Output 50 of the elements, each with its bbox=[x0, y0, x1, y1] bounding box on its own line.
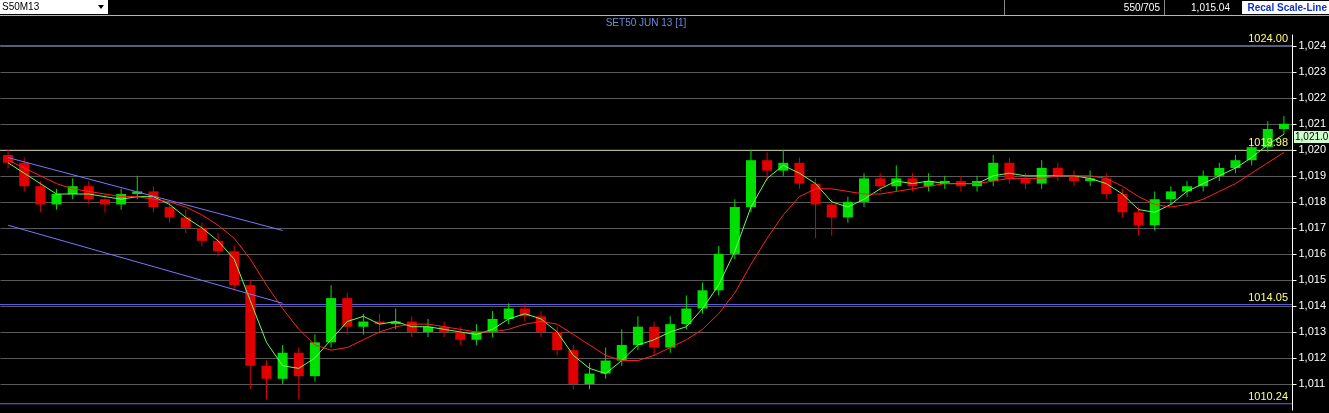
y-tick-label: 1,011 bbox=[1298, 377, 1326, 390]
candlestick bbox=[99, 193, 110, 213]
candlestick bbox=[51, 188, 62, 211]
candlestick bbox=[293, 347, 304, 401]
y-tick-label: 1,018 bbox=[1298, 195, 1327, 208]
candlestick bbox=[1278, 115, 1289, 135]
text: Recal Scale-Line bbox=[1241, 1, 1329, 14]
ref-line-label: 1024.00 bbox=[1248, 31, 1288, 44]
chart-title: SET50 JUN 13 [1] bbox=[605, 16, 687, 28]
y-tick-label: 1,019 bbox=[1298, 169, 1327, 182]
candlestick bbox=[697, 282, 708, 315]
candlestick bbox=[1165, 185, 1176, 205]
ref-line-label: 1014.05 bbox=[1248, 290, 1288, 303]
candlestick bbox=[681, 295, 692, 330]
text: 550/705 bbox=[1004, 0, 1164, 15]
candlestick bbox=[649, 321, 660, 356]
y-tick-label: 1,017 bbox=[1298, 221, 1327, 234]
candlestick bbox=[875, 172, 886, 192]
y-tick-label: 1,015 bbox=[1298, 273, 1327, 286]
candlestick bbox=[1230, 154, 1241, 174]
candlestick bbox=[1117, 188, 1128, 218]
candlestick bbox=[180, 209, 191, 234]
candlestick bbox=[196, 222, 207, 247]
y-tick-label: 1,012 bbox=[1298, 351, 1327, 364]
y-tick-label: 1,020 bbox=[1298, 143, 1327, 156]
candlestick bbox=[552, 326, 563, 356]
text: 1,015.04 bbox=[1164, 0, 1234, 15]
y-tick-label: 1,014 bbox=[1298, 299, 1327, 312]
candlestick bbox=[762, 151, 773, 182]
y-tick-label: 1,016 bbox=[1298, 247, 1327, 260]
candlestick bbox=[1214, 162, 1225, 182]
candlestick bbox=[164, 201, 175, 224]
y-tick-label: 1,013 bbox=[1298, 325, 1327, 338]
y-tick-label: 1,024 bbox=[1298, 39, 1327, 52]
y-tick-label: 1,023 bbox=[1298, 65, 1327, 78]
text: S50M13 bbox=[0, 0, 108, 14]
ref-line-label: 1010.24 bbox=[1248, 389, 1288, 402]
candlestick bbox=[665, 315, 676, 354]
candlestick bbox=[584, 362, 595, 390]
y-tick-label: 1,021 bbox=[1298, 117, 1327, 130]
candlestick bbox=[35, 180, 46, 213]
text: 1,021.0 bbox=[1294, 130, 1329, 143]
candlestick bbox=[1133, 206, 1144, 237]
candlestick bbox=[794, 157, 805, 190]
candlestick bbox=[826, 198, 837, 237]
candlestick bbox=[455, 326, 466, 346]
candlestick bbox=[632, 315, 643, 351]
candlestick bbox=[358, 313, 369, 336]
y-tick-label: 1,022 bbox=[1298, 91, 1327, 104]
candlestick bbox=[261, 360, 272, 401]
